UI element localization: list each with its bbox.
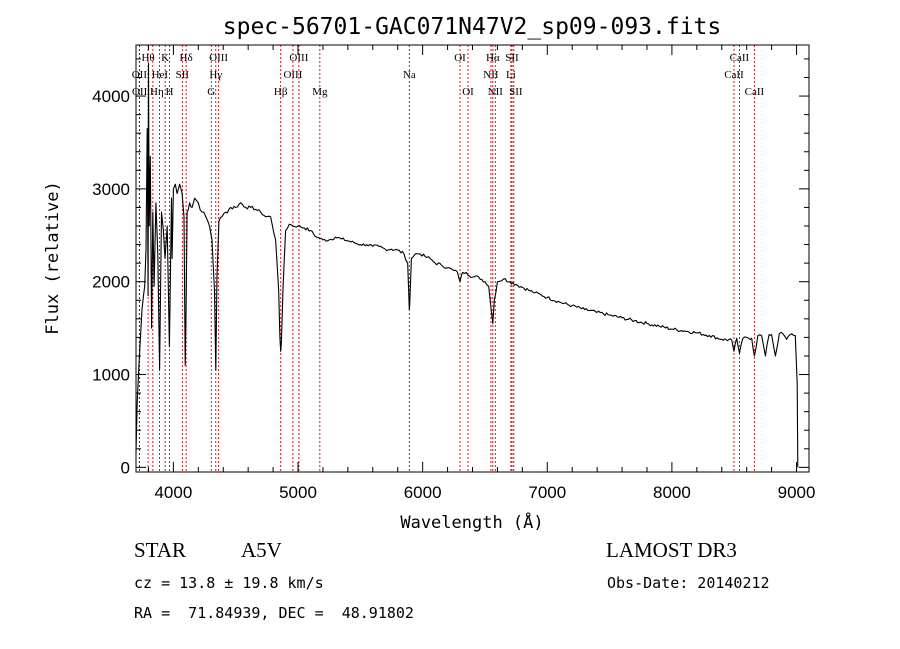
ra-dec-coordinates: RA = 71.84939, DEC = 48.91802 bbox=[134, 604, 414, 622]
line-label-mg: Mg bbox=[312, 86, 328, 98]
object-class: STAR bbox=[134, 538, 186, 562]
line-label-oi: OI bbox=[454, 52, 466, 64]
line-label-hα: Hα bbox=[486, 52, 500, 64]
plot-frame bbox=[135, 44, 810, 473]
line-label-oiii: OIII bbox=[289, 52, 308, 64]
object-subclass: A5V bbox=[241, 538, 282, 562]
line-label-hθ: Hθ bbox=[141, 52, 154, 64]
line-label-oiii: OIII bbox=[283, 69, 302, 81]
redshift-velocity: cz = 13.8 ± 19.8 km/s bbox=[134, 574, 324, 592]
line-label-g: G bbox=[207, 86, 215, 98]
y-tick-label: 2000 bbox=[92, 273, 130, 292]
line-label-oi: OI bbox=[462, 86, 474, 98]
x-tick-label: 6000 bbox=[404, 483, 442, 502]
survey-name: LAMOST DR3 bbox=[606, 538, 737, 562]
line-label-caii: CaII bbox=[730, 52, 750, 64]
line-label-nii: NII bbox=[483, 69, 499, 81]
line-label-hei: HeI bbox=[152, 69, 169, 81]
spectral-line-labels: OIIOIIHθHηHeIKHSIIHδGHγOIIIHβOIIIOIIIMgN… bbox=[132, 52, 765, 98]
y-tick-label: 1000 bbox=[92, 366, 130, 385]
line-label-li: Li bbox=[506, 69, 516, 81]
line-label-oii: OII bbox=[132, 69, 148, 81]
y-axis-label: Flux (relative) bbox=[43, 181, 63, 335]
x-axis-ticks: 4000 5000 6000 7000 8000 9000 bbox=[147, 45, 816, 502]
y-tick-label: 3000 bbox=[92, 180, 130, 199]
line-label-sii: SII bbox=[505, 52, 519, 64]
spectrum-series-line bbox=[135, 63, 799, 468]
x-tick-label: 7000 bbox=[528, 483, 566, 502]
line-label-na: Na bbox=[403, 69, 416, 81]
chart-title: spec-56701-GAC071N47V2_sp09-093.fits bbox=[223, 14, 722, 40]
x-tick-label: 9000 bbox=[778, 483, 816, 502]
x-tick-label: 8000 bbox=[653, 483, 691, 502]
y-tick-label: 4000 bbox=[92, 87, 130, 106]
line-label-h: H bbox=[166, 86, 174, 98]
line-label-oiii: OIII bbox=[209, 52, 228, 64]
line-label-hβ: Hβ bbox=[274, 86, 288, 98]
line-label-hδ: Hδ bbox=[180, 52, 193, 64]
line-label-sii: SII bbox=[176, 69, 190, 81]
spectral-line-markers bbox=[138, 45, 755, 472]
line-label-caii: CaII bbox=[724, 69, 744, 81]
x-tick-label: 5000 bbox=[279, 483, 317, 502]
observation-date: Obs-Date: 20140212 bbox=[607, 574, 770, 592]
line-label-caii: CaII bbox=[745, 86, 765, 98]
line-label-hγ: Hγ bbox=[209, 69, 222, 81]
line-label-nii: NII bbox=[488, 86, 504, 98]
y-tick-label: 0 bbox=[121, 458, 130, 477]
line-label-hη: Hη bbox=[150, 86, 164, 98]
x-axis-label: Wavelength (Å) bbox=[400, 511, 543, 533]
line-label-sii: SII bbox=[509, 86, 523, 98]
y-axis-ticks: 0 1000 2000 3000 4000 bbox=[92, 58, 809, 477]
line-label-k: K bbox=[161, 52, 169, 64]
x-tick-label: 4000 bbox=[154, 483, 192, 502]
